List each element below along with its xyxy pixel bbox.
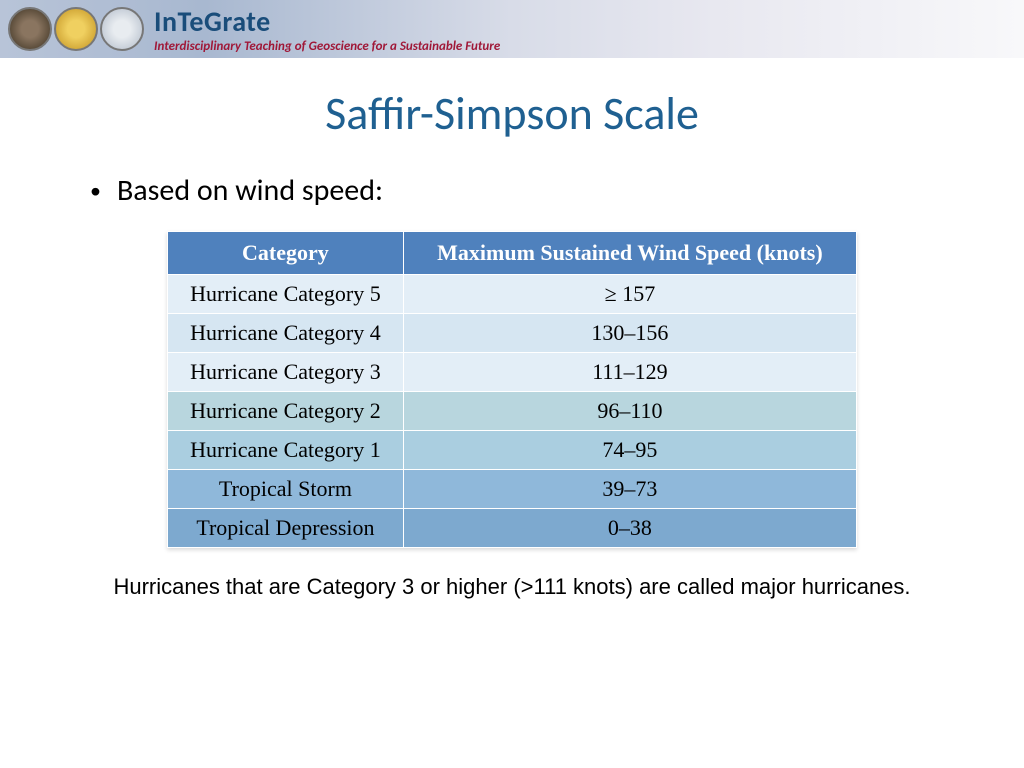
brand-name: InTeGrate: [154, 4, 500, 39]
logo-circles: [8, 7, 144, 51]
brand-tagline: Interdisciplinary Teaching of Geoscience…: [154, 39, 500, 54]
col-category: Category: [168, 232, 404, 275]
table-header-row: Category Maximum Sustained Wind Speed (k…: [168, 232, 857, 275]
cell-category: Hurricane Category 1: [168, 431, 404, 470]
cell-windspeed: 0–38: [403, 509, 856, 548]
table-row: Tropical Depression0–38: [168, 509, 857, 548]
table-row: Hurricane Category 296–110: [168, 392, 857, 431]
logo-circle-icon: [8, 7, 52, 51]
cell-windspeed: ≥ 157: [403, 275, 856, 314]
table-row: Hurricane Category 4130–156: [168, 314, 857, 353]
cell-windspeed: 74–95: [403, 431, 856, 470]
cell-category: Hurricane Category 2: [168, 392, 404, 431]
bullet-row: • Based on wind speed:: [90, 172, 1024, 209]
cell-windspeed: 111–129: [403, 353, 856, 392]
cell-windspeed: 130–156: [403, 314, 856, 353]
header-banner: InTeGrate Interdisciplinary Teaching of …: [0, 0, 1024, 58]
table-body: Hurricane Category 5≥ 157Hurricane Categ…: [168, 275, 857, 548]
table-row: Tropical Storm39–73: [168, 470, 857, 509]
table-row: Hurricane Category 3111–129: [168, 353, 857, 392]
logo-circle-icon: [54, 7, 98, 51]
logo-circle-icon: [100, 7, 144, 51]
table-row: Hurricane Category 5≥ 157: [168, 275, 857, 314]
bullet-icon: •: [90, 180, 101, 202]
cell-category: Tropical Storm: [168, 470, 404, 509]
cell-windspeed: 96–110: [403, 392, 856, 431]
cell-category: Hurricane Category 4: [168, 314, 404, 353]
scale-table: Category Maximum Sustained Wind Speed (k…: [167, 231, 857, 548]
bullet-text: Based on wind speed:: [117, 172, 383, 209]
caption-text: Hurricanes that are Category 3 or higher…: [0, 574, 1024, 600]
cell-category: Hurricane Category 3: [168, 353, 404, 392]
brand-text: InTeGrate Interdisciplinary Teaching of …: [154, 4, 500, 54]
cell-category: Tropical Depression: [168, 509, 404, 548]
cell-category: Hurricane Category 5: [168, 275, 404, 314]
slide-title: Saffir-Simpson Scale: [0, 86, 1024, 142]
cell-windspeed: 39–73: [403, 470, 856, 509]
table-row: Hurricane Category 174–95: [168, 431, 857, 470]
col-windspeed: Maximum Sustained Wind Speed (knots): [403, 232, 856, 275]
